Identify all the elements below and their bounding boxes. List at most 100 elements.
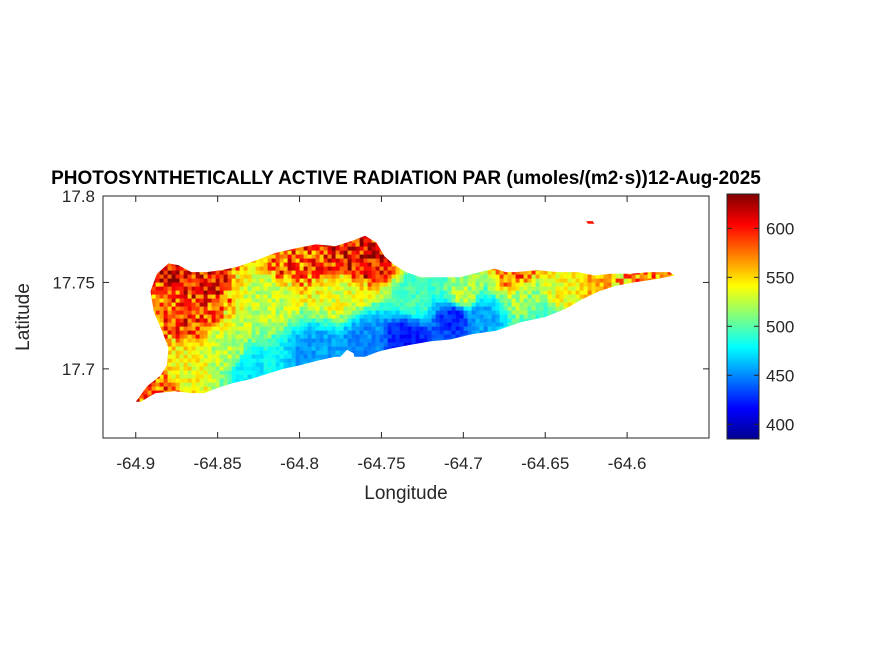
heat-cell: [271, 358, 276, 363]
heat-cell: [427, 334, 432, 339]
heat-cell: [219, 302, 224, 307]
heat-cell: [163, 314, 168, 319]
heat-cell: [159, 270, 164, 275]
heat-cell: [587, 274, 592, 279]
heat-cell: [203, 366, 208, 371]
heat-cell: [263, 366, 268, 371]
heat-cell: [279, 330, 284, 335]
heat-cell: [539, 290, 544, 295]
heat-cell: [591, 278, 596, 283]
heat-cell: [451, 334, 456, 339]
heat-cell: [239, 298, 244, 303]
heat-cell: [423, 302, 428, 307]
heat-cell: [471, 286, 476, 291]
heat-cell: [287, 358, 292, 363]
heat-cell: [359, 318, 364, 323]
heat-cell: [323, 274, 328, 279]
heat-cell: [327, 310, 332, 315]
heat-cell: [251, 322, 256, 327]
heat-cell: [187, 366, 192, 371]
heat-cell: [383, 306, 388, 311]
heat-cell: [243, 282, 248, 287]
heat-cell: [331, 274, 336, 279]
heat-cell: [627, 274, 632, 279]
heat-cell: [387, 314, 392, 319]
heat-cell: [323, 318, 328, 323]
heat-cell: [403, 282, 408, 287]
heat-cell: [259, 358, 264, 363]
heat-cell: [303, 358, 308, 363]
heat-cell: [183, 358, 188, 363]
heat-cell: [299, 338, 304, 343]
heat-cell: [323, 270, 328, 275]
heat-cell: [287, 362, 292, 367]
heat-cell: [159, 326, 164, 331]
heat-cell: [215, 286, 220, 291]
heat-cell: [299, 278, 304, 283]
heat-cell: [363, 290, 368, 295]
heat-cell: [355, 302, 360, 307]
heat-cell: [423, 278, 428, 283]
heat-cell: [359, 338, 364, 343]
heat-cell: [195, 274, 200, 279]
heat-cell: [187, 326, 192, 331]
heat-cell: [307, 302, 312, 307]
heat-cell: [471, 298, 476, 303]
heat-cell: [355, 262, 360, 267]
heat-cell: [367, 270, 372, 275]
heat-cell: [395, 286, 400, 291]
heat-cell: [355, 270, 360, 275]
heat-cell: [323, 250, 328, 255]
heat-cell: [595, 286, 600, 291]
heat-cell: [279, 254, 284, 259]
heat-cell: [415, 290, 420, 295]
heat-cell: [295, 362, 300, 367]
heat-cell: [519, 302, 524, 307]
heat-cell: [291, 318, 296, 323]
heat-cell: [371, 330, 376, 335]
heat-cell: [227, 318, 232, 323]
heat-cell: [467, 326, 472, 331]
heat-cell: [227, 350, 232, 355]
heat-cell: [319, 330, 324, 335]
heat-cell: [371, 242, 376, 247]
heat-cell: [375, 290, 380, 295]
heat-cell: [475, 274, 480, 279]
heat-cell: [167, 278, 172, 283]
heat-cell: [607, 274, 612, 279]
heat-cell: [475, 318, 480, 323]
heat-cell: [151, 306, 156, 311]
heat-cell: [307, 250, 312, 255]
heat-cell: [375, 246, 380, 251]
heat-cell: [547, 270, 552, 275]
heat-cell: [571, 290, 576, 295]
heat-cell: [351, 330, 356, 335]
heat-cell: [339, 298, 344, 303]
heat-cell: [647, 274, 652, 279]
heat-cell: [423, 330, 428, 335]
heat-cell: [615, 282, 620, 287]
heat-cell: [279, 310, 284, 315]
heat-cell: [259, 298, 264, 303]
heat-cell: [247, 302, 252, 307]
heat-cell: [355, 306, 360, 311]
heat-cell: [347, 314, 352, 319]
heat-cell: [531, 294, 536, 299]
heat-cell: [199, 302, 204, 307]
heat-cell: [327, 274, 332, 279]
heat-cell: [523, 314, 528, 319]
heat-cell: [431, 278, 436, 283]
heat-cell: [283, 266, 288, 271]
heat-cell: [507, 274, 512, 279]
heat-cell: [355, 314, 360, 319]
heat-cell: [467, 310, 472, 315]
heat-cell: [195, 338, 200, 343]
heat-cell: [275, 310, 280, 315]
heat-cell: [383, 326, 388, 331]
heat-cell: [375, 322, 380, 327]
heat-cell: [163, 282, 168, 287]
heat-cell: [339, 242, 344, 247]
heat-cell: [479, 318, 484, 323]
heat-cell: [415, 274, 420, 279]
heat-cell: [447, 290, 452, 295]
